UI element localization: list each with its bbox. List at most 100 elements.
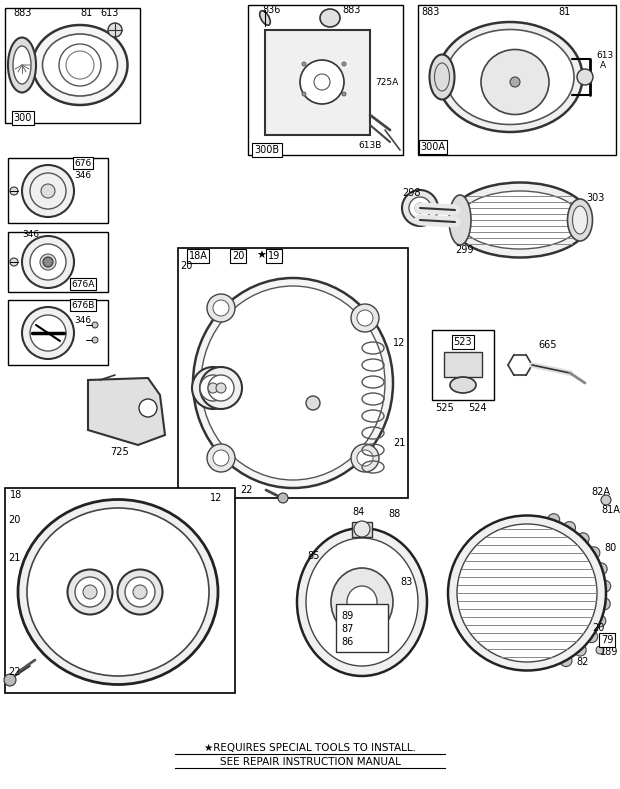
Circle shape [516,91,521,96]
Text: 12: 12 [393,338,405,348]
Circle shape [342,92,346,96]
Text: 300B: 300B [254,145,280,155]
Text: 665: 665 [538,340,557,350]
Text: 189: 189 [600,647,618,657]
Circle shape [41,647,50,656]
Ellipse shape [216,383,226,393]
Ellipse shape [125,577,155,607]
Bar [444,352,482,377]
Circle shape [203,619,212,628]
Bar [336,604,388,652]
Text: 613: 613 [596,50,613,59]
Circle shape [196,634,205,642]
Text: 20: 20 [180,261,192,271]
Circle shape [531,90,537,96]
Circle shape [31,634,40,642]
Circle shape [81,674,90,683]
Circle shape [97,497,106,506]
Circle shape [113,679,123,689]
Circle shape [175,658,184,667]
Ellipse shape [450,377,476,393]
Circle shape [588,547,600,559]
Text: 80: 80 [604,543,616,553]
Circle shape [91,50,95,54]
Circle shape [302,92,306,96]
Circle shape [53,517,61,526]
Ellipse shape [118,570,162,615]
Circle shape [521,88,526,93]
Circle shape [42,627,52,637]
Ellipse shape [438,22,583,132]
Text: eReplacementParts.com: eReplacementParts.com [216,422,404,437]
Ellipse shape [43,34,118,96]
Ellipse shape [133,585,147,599]
Circle shape [501,77,506,81]
Text: 303: 303 [586,193,604,203]
Circle shape [594,615,606,627]
Circle shape [92,337,98,343]
Ellipse shape [201,286,385,480]
Ellipse shape [208,383,218,393]
Text: 12: 12 [210,493,223,503]
Circle shape [493,90,499,96]
Text: 883: 883 [342,5,360,15]
Circle shape [92,322,98,328]
Text: ★REQUIRES SPECIAL TOOLS TO INSTALL.: ★REQUIRES SPECIAL TOOLS TO INSTALL. [204,743,416,753]
Text: 21: 21 [8,553,20,563]
Circle shape [78,80,82,85]
Circle shape [72,656,82,666]
Circle shape [599,580,611,593]
Circle shape [31,202,37,208]
Circle shape [66,667,75,676]
Ellipse shape [572,206,588,234]
Circle shape [523,98,529,104]
Circle shape [510,68,515,73]
Circle shape [207,444,235,472]
Polygon shape [88,378,165,445]
Circle shape [409,197,431,219]
Circle shape [516,68,521,73]
Bar [5,8,140,123]
Circle shape [19,588,27,596]
Circle shape [521,71,526,76]
Circle shape [510,77,520,87]
Ellipse shape [8,38,36,92]
Text: 79: 79 [601,635,613,645]
Ellipse shape [75,577,105,607]
Circle shape [560,655,572,667]
Text: 676: 676 [74,159,92,167]
Circle shape [354,521,370,537]
Circle shape [524,77,529,81]
Circle shape [97,678,106,687]
Text: 523: 523 [454,337,472,347]
Circle shape [10,258,18,266]
Circle shape [59,202,65,208]
Ellipse shape [297,528,427,676]
Circle shape [306,396,320,410]
Circle shape [72,518,82,528]
Circle shape [41,529,50,537]
Ellipse shape [459,191,581,249]
Circle shape [186,647,195,656]
Text: 20: 20 [232,251,244,261]
Circle shape [459,624,469,634]
Circle shape [43,257,53,267]
Circle shape [501,83,506,88]
Circle shape [501,60,507,66]
Text: 88: 88 [388,509,401,519]
Circle shape [60,62,64,68]
Text: 21: 21 [393,438,405,448]
Circle shape [300,60,344,104]
Ellipse shape [30,315,66,351]
Text: 82: 82 [576,657,588,667]
Text: 299: 299 [455,245,474,255]
Ellipse shape [68,570,112,615]
Circle shape [453,607,463,617]
Text: 87: 87 [341,624,353,634]
Text: 298: 298 [402,188,420,198]
Circle shape [415,203,425,213]
Ellipse shape [30,244,66,280]
Circle shape [139,399,157,417]
Circle shape [24,619,33,628]
Circle shape [577,69,593,85]
